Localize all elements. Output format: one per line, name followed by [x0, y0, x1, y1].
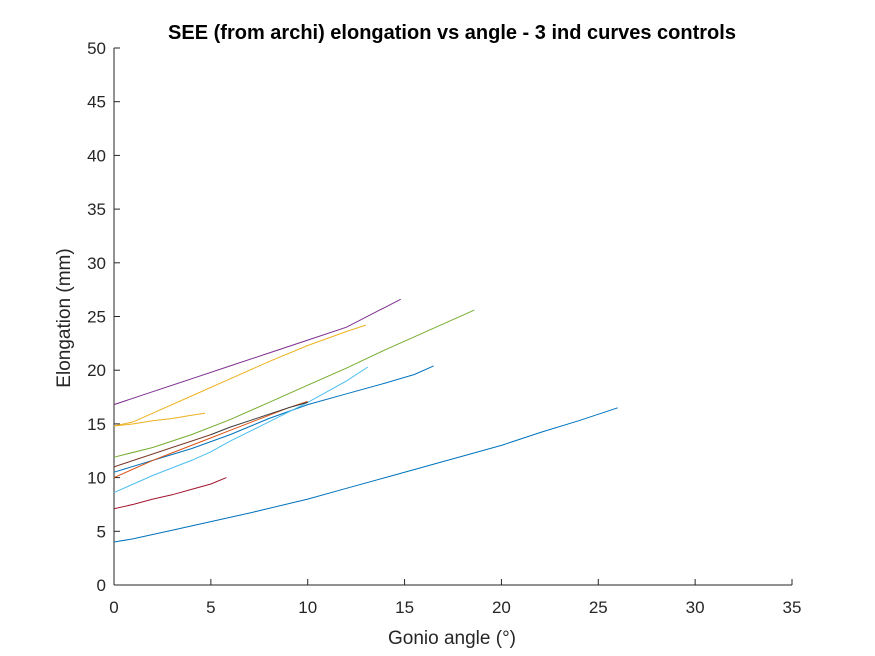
x-tick-label: 0 — [109, 598, 118, 617]
y-tick-label: 25 — [87, 308, 106, 327]
series-line-3 — [113, 400, 308, 479]
x-tick-label: 20 — [492, 598, 511, 617]
x-tick-label: 30 — [686, 598, 705, 617]
y-tick-label: 35 — [87, 200, 106, 219]
y-tick-label: 0 — [97, 576, 106, 595]
series-line-10 — [113, 434, 212, 468]
x-axis-label: Gonio angle (°) — [388, 628, 516, 649]
series-line-1 — [113, 407, 618, 543]
x-tick-label: 35 — [783, 598, 802, 617]
series-line-7 — [113, 309, 475, 458]
series-line-6 — [113, 298, 401, 406]
y-tick-label: 10 — [87, 469, 106, 488]
y-tick-label: 5 — [97, 522, 106, 541]
series-line-5 — [113, 412, 206, 427]
series-line-4 — [113, 324, 366, 427]
x-tick-label: 10 — [298, 598, 317, 617]
y-tick-label: 45 — [87, 93, 106, 112]
y-tick-label: 15 — [87, 415, 106, 434]
series-line-9 — [113, 477, 227, 510]
y-tick-label: 30 — [87, 254, 106, 273]
y-tick-label: 40 — [87, 146, 106, 165]
y-tick-label: 20 — [87, 361, 106, 380]
x-tick-label: 5 — [206, 598, 215, 617]
series-line-8 — [113, 366, 369, 494]
series-line-11 — [210, 401, 308, 436]
axes: 0 5 10 15 20 25 30 35 0 5 10 15 20 25 30 35 40 45 50 — [87, 39, 801, 617]
x-tick-label: 25 — [589, 598, 608, 617]
series-group — [113, 298, 618, 543]
y-tick-label: 50 — [87, 39, 106, 58]
chart-title: SEE (from archi) elongation vs angle - 3… — [168, 22, 736, 44]
x-tick-label: 15 — [395, 598, 414, 617]
y-axis-label: Elongation (mm) — [54, 248, 75, 387]
